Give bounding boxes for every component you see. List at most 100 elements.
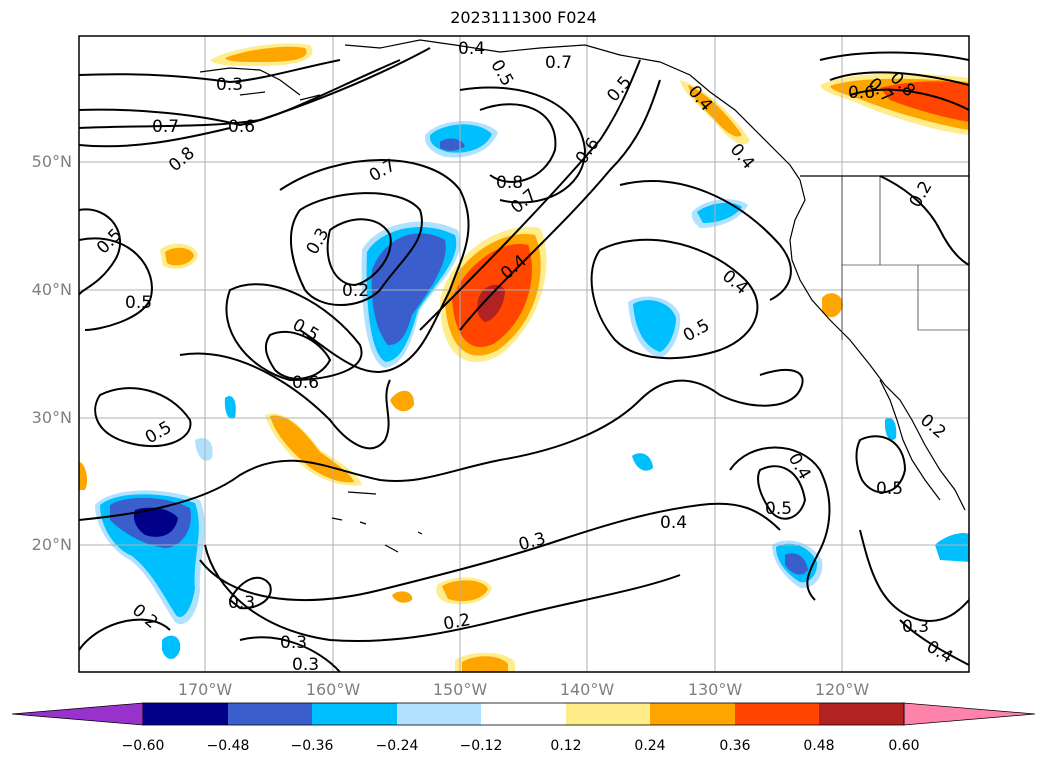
contour-label: 0.7 (152, 117, 179, 137)
colorbar-tick-label: 0.48 (803, 738, 835, 754)
contour-0.4-diag (459, 79, 661, 331)
contour-0.5-diag (419, 59, 641, 331)
contour-label: 0.5 (486, 56, 517, 89)
shaded-field (79, 43, 969, 672)
colorbar-tick-label: −0.12 (459, 738, 503, 754)
contour-label: 0.5 (93, 225, 126, 258)
contour-label: 0.4 (718, 266, 752, 299)
colorbar-bin (143, 703, 228, 725)
bc-coast (789, 179, 966, 511)
neg-anomaly-e-4 (935, 533, 969, 562)
pos-anomaly-dark (477, 284, 505, 322)
pos-anomaly-s1b (442, 580, 488, 602)
contour-0.7-mid2 (459, 86, 587, 204)
contour-0.8-north (79, 127, 231, 148)
colorbar-low-extend (11, 702, 144, 726)
contour-0.4-se-edge (899, 619, 969, 666)
contour-0.3-long (79, 369, 804, 521)
colorbar-tick-label: 0.36 (719, 738, 751, 754)
colorbar (11, 702, 1036, 726)
colorbar-tick-label: −0.36 (290, 738, 334, 754)
contour-label: 0.7 (545, 53, 572, 73)
lat-label: 50°N (31, 152, 72, 171)
contour-label: 0.3 (228, 593, 255, 613)
contour-0.2-ne (879, 175, 969, 266)
contour-0.7-mid (279, 159, 470, 373)
lat-label: 20°N (31, 535, 72, 554)
contour-label: 0.6 (848, 83, 875, 103)
pos-anomaly-w1b (165, 247, 194, 266)
colorbar-bin (481, 703, 566, 725)
contour-label: 0.5 (603, 72, 636, 106)
aleutian-islands (199, 67, 321, 101)
contour-label: 0.2 (128, 600, 162, 633)
contour-label: 0.3 (303, 225, 334, 258)
neg-anomaly-small-2 (195, 438, 213, 461)
colorbar-bin (735, 703, 819, 725)
contour-0.2-sw2 (239, 636, 341, 672)
contour-label: 0.4 (458, 39, 485, 59)
state-lines (841, 176, 969, 340)
colorbar-tick-label: 0.12 (550, 738, 582, 754)
contour-0.3-sw (228, 576, 272, 610)
contour-label: 0.6 (228, 117, 255, 137)
neg-anomaly-small-1 (162, 635, 181, 659)
lon-label: 140°W (559, 680, 615, 699)
contour-0.3-loop-w (94, 387, 192, 448)
contour-label: 0.3 (517, 529, 548, 555)
contour-0.6-mid (264, 330, 332, 380)
neg-anomaly-n-blue (440, 138, 465, 151)
contour-0.4-se-loop (855, 435, 907, 494)
contour-label: 0.2 (342, 281, 369, 301)
neg-anomaly-e-1b (697, 202, 742, 223)
map-title: 2023111300 F024 (450, 8, 597, 27)
neg-anomaly-e-5 (632, 453, 653, 471)
contour-0.6-north (79, 59, 401, 127)
contour-0.3-north (79, 59, 341, 84)
lon-label: 150°W (432, 680, 488, 699)
contour-0.7-west (79, 237, 153, 331)
colorbar-bin (650, 703, 735, 725)
hawaii-islands (331, 491, 423, 553)
neg-anomaly-small-3 (224, 396, 236, 419)
pos-anomaly-e (822, 293, 843, 318)
contour-label: 0.4 (726, 140, 759, 174)
colorbar-tick-label: 0.24 (634, 738, 666, 754)
contour-label: 0.8 (496, 173, 523, 193)
contour-label: 0.5 (125, 293, 152, 313)
lon-label: 130°W (687, 680, 743, 699)
contour-label: 0.3 (216, 75, 243, 95)
contours (79, 47, 969, 672)
baja (879, 379, 941, 501)
contour-0.8-ne (849, 88, 969, 111)
contour-0.4-se (729, 446, 831, 601)
lat-label: 40°N (31, 280, 72, 299)
gridlines (79, 36, 969, 672)
contour-label: 0.8 (165, 143, 199, 176)
contour-label: 0.3 (280, 633, 307, 653)
pos-anomaly-nw-b (225, 46, 307, 62)
neg-anomaly-sw-dark (133, 507, 178, 537)
contour-0.3-se (859, 529, 969, 622)
contour-0.4-e (619, 180, 792, 301)
contour-0.3-ring (289, 192, 423, 306)
colorbar-tick-label: −0.24 (375, 738, 419, 754)
colorbar-tick-label: −0.60 (121, 738, 165, 754)
pos-anomaly-ne-c (880, 81, 969, 122)
colorbar-bin (566, 703, 650, 725)
pos-anomaly-s3b (462, 656, 508, 672)
lat-label: 30°N (31, 408, 72, 427)
pos-anomaly-w3 (390, 390, 415, 412)
map-frame (78, 35, 970, 673)
colorbar-bin (397, 703, 481, 725)
contour-0.6-ne (829, 71, 969, 86)
contour-label: 0.2 (442, 610, 472, 634)
contour-label: 0.5 (876, 479, 903, 499)
contour-label: 0.5 (680, 315, 713, 346)
contour-0.8-mid (479, 103, 557, 183)
colorbar-high-extend (903, 702, 1036, 726)
neg-anomaly-e-2b (633, 300, 676, 352)
colorbar-frame (142, 702, 905, 726)
contour-0.5-mid (225, 283, 363, 382)
